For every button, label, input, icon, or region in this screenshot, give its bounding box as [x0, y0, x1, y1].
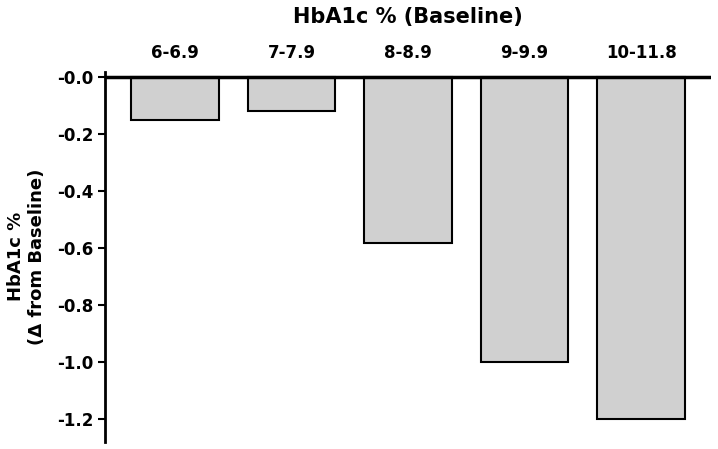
Bar — [248, 77, 335, 111]
Y-axis label: HbA1c %
(Δ from Baseline): HbA1c % (Δ from Baseline) — [7, 169, 46, 345]
Bar — [481, 77, 568, 362]
Bar — [364, 77, 452, 242]
Bar — [131, 77, 219, 120]
Title: HbA1c % (Baseline): HbA1c % (Baseline) — [293, 7, 523, 27]
Bar — [597, 77, 685, 419]
